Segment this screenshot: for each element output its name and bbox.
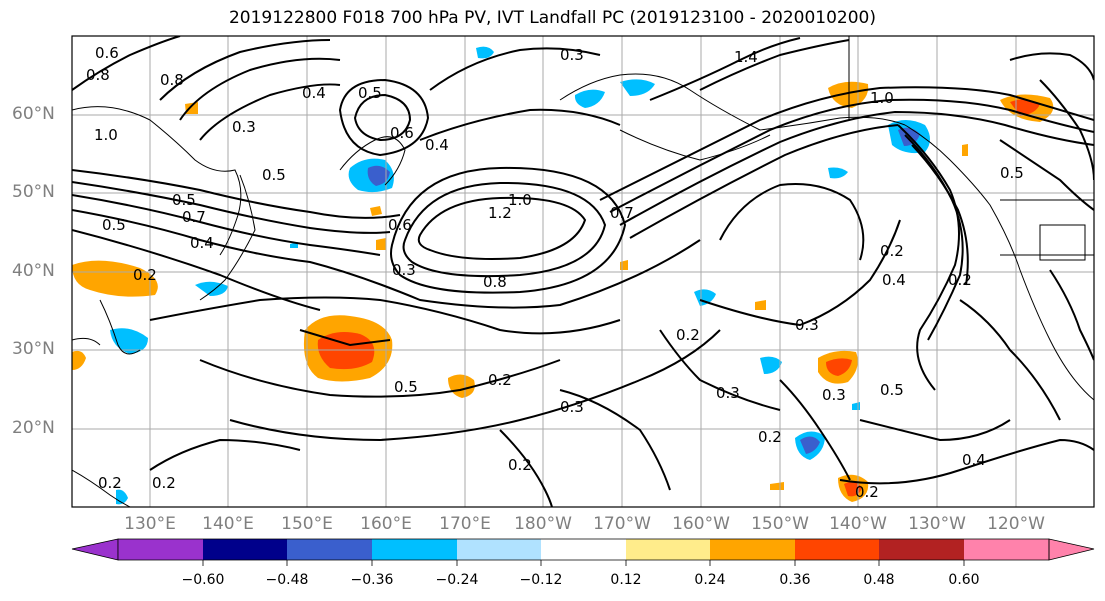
contour-label: 0.5: [172, 191, 196, 209]
contour-label: 1.2: [488, 204, 512, 222]
contour-label: 0.2: [133, 266, 157, 284]
colorbar-tick-label: −0.48: [265, 572, 309, 588]
contour-label: 0.5: [880, 381, 904, 399]
contour-label: 0.6: [388, 216, 412, 234]
contour-label: 0.5: [262, 166, 286, 184]
contour-label: 0.3: [822, 386, 846, 404]
longitude-label: 130°W: [908, 514, 966, 534]
longitude-label: 140°W: [829, 514, 887, 534]
contour-label: 0.4: [882, 271, 906, 289]
colorbar-segment: [710, 539, 795, 560]
colorbar-tick-label: −0.24: [435, 572, 479, 588]
map-title: 2019122800 F018 700 hPa PV, IVT Landfall…: [228, 8, 876, 28]
longitude-label: 130°E: [124, 514, 176, 534]
contour-label: 1.4: [734, 48, 758, 66]
colorbar-segment: [118, 539, 203, 560]
contour-label: 0.2: [676, 326, 700, 344]
longitude-label: 180°W: [514, 514, 572, 534]
map-gridlines: [72, 36, 1094, 507]
contour-label: 0.8: [483, 273, 507, 291]
colorbar-segment: [795, 539, 879, 560]
contour-label: 0.2: [488, 371, 512, 389]
colorbar-tick-label: 0.24: [694, 572, 726, 588]
colorbar-segment: [541, 539, 626, 560]
contour-label: 0.8: [86, 66, 110, 84]
contour-label: 0.2: [880, 242, 904, 260]
colorbar-segment: [71, 538, 119, 561]
contour-label: 0.4: [190, 234, 214, 252]
colorbar-tick-label: 0.48: [863, 572, 895, 588]
longitude-label: 170°W: [593, 514, 651, 534]
longitude-label: 120°W: [987, 514, 1045, 534]
colorbar-segment: [372, 539, 457, 560]
latitude-label: 20°N: [12, 418, 55, 438]
longitude-label: 150°E: [281, 514, 333, 534]
contour-label: 0.2: [508, 456, 532, 474]
colorbar-segment: [964, 539, 1049, 560]
contour-label: 0.2: [855, 483, 879, 501]
contour-label: 0.2: [948, 271, 972, 289]
contour-label: 0.3: [716, 384, 740, 402]
longitude-label: 140°E: [202, 514, 254, 534]
colorbar-tick-label: 0.12: [610, 572, 642, 588]
contour-label: 0.4: [302, 84, 326, 102]
colorbar-segment: [879, 539, 964, 560]
contour-label: 0.7: [182, 208, 206, 226]
pv-contours: [72, 36, 1094, 507]
positive-anomaly-shading: [72, 81, 1054, 502]
contour-label: 0.5: [394, 378, 418, 396]
colorbar-segment: [203, 539, 287, 560]
contour-label: 0.5: [358, 84, 382, 102]
colorbar-tick-label: 0.60: [948, 572, 980, 588]
contour-label: 0.3: [560, 46, 584, 64]
contour-label: 0.3: [795, 316, 819, 334]
colorbar: [71, 538, 1095, 566]
contour-label: 0.3: [392, 261, 416, 279]
colorbar-segment: [1048, 538, 1095, 561]
contour-label: 0.5: [102, 216, 126, 234]
contour-label: 1.0: [870, 89, 894, 107]
contour-label: 0.2: [152, 474, 176, 492]
contour-labels: 0.6 0.8 0.8 0.4 0.5 0.3 1.4 1.0 0.3 0.6 …: [86, 44, 1024, 501]
colorbar-tick-label: 0.36: [779, 572, 811, 588]
longitude-label: 170°E: [439, 514, 491, 534]
contour-label: 0.8: [160, 71, 184, 89]
contour-label: 0.2: [98, 474, 122, 492]
contour-label: 0.6: [390, 124, 414, 142]
longitude-label: 150°W: [751, 514, 809, 534]
colorbar-tick-label: −0.12: [519, 572, 563, 588]
longitude-label: 160°E: [360, 514, 412, 534]
latitude-label: 40°N: [12, 261, 55, 281]
contour-label: 0.4: [962, 451, 986, 469]
latitude-label: 50°N: [12, 182, 55, 202]
latitude-label: 60°N: [12, 104, 55, 124]
contour-label: 0.4: [425, 136, 449, 154]
colorbar-tick-label: −0.60: [181, 572, 225, 588]
colorbar-segment: [626, 539, 710, 560]
contour-label: 0.3: [560, 398, 584, 416]
contour-label: 0.7: [610, 204, 634, 222]
coastlines: [72, 36, 1094, 507]
colorbar-segment: [457, 539, 541, 560]
contour-label: 0.6: [95, 44, 119, 62]
contour-label: 1.0: [94, 126, 118, 144]
contour-label: 0.3: [232, 118, 256, 136]
colorbar-tick-label: −0.36: [350, 572, 394, 588]
colorbar-segment: [287, 539, 372, 560]
latitude-label: 30°N: [12, 339, 55, 359]
map-frame: [71, 35, 1095, 508]
longitude-label: 160°W: [672, 514, 730, 534]
contour-label: 1.0: [508, 191, 532, 209]
contour-label: 0.2: [758, 428, 782, 446]
contour-label: 0.5: [1000, 164, 1024, 182]
